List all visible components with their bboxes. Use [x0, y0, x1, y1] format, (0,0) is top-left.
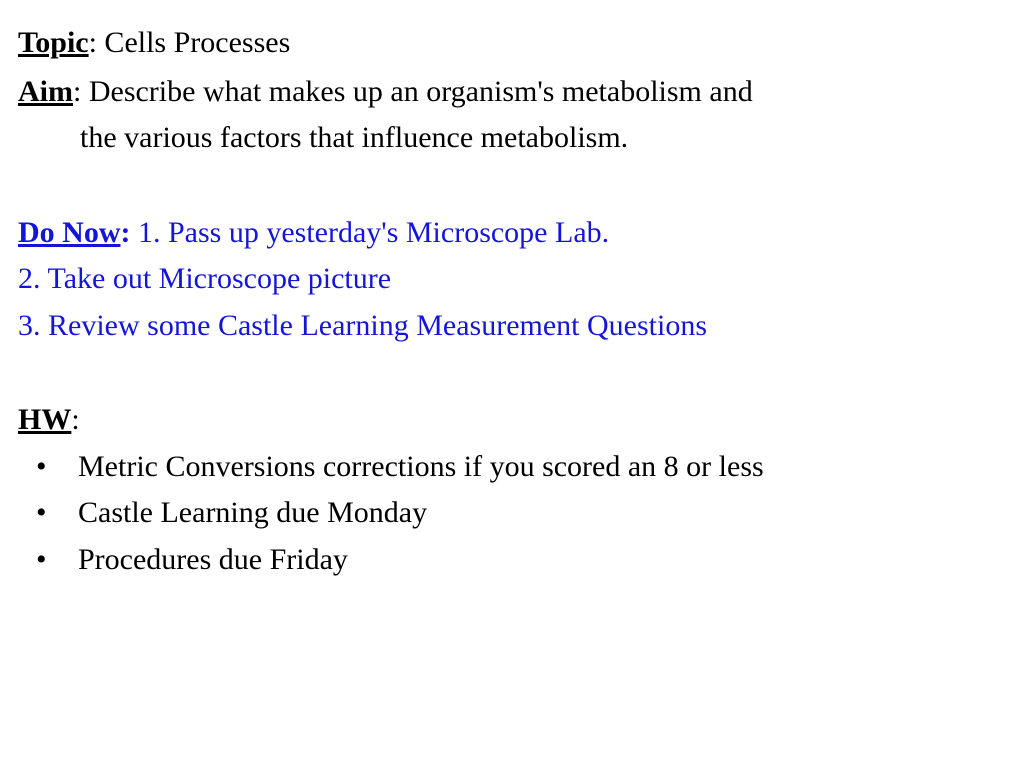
- hw-header: HW:: [18, 397, 1006, 444]
- hw-colon: :: [71, 403, 79, 436]
- donow-item-1: 1. Pass up yesterday's Microscope Lab.: [131, 216, 610, 249]
- topic-text: : Cells Processes: [89, 26, 291, 59]
- list-item: Metric Conversions corrections if you sc…: [30, 444, 1006, 491]
- donow-colon: :: [121, 216, 131, 249]
- topic-line: Topic: Cells Processes: [18, 20, 1006, 67]
- hw-block: HW: Metric Conversions corrections if yo…: [18, 397, 1006, 583]
- aim-label: Aim: [18, 75, 73, 108]
- donow-block: Do Now: 1. Pass up yesterday's Microscop…: [18, 210, 1006, 350]
- aim-line-1: Aim: Describe what makes up an organism'…: [18, 69, 1006, 116]
- aim-text-1: : Describe what makes up an organism's m…: [73, 75, 753, 108]
- donow-item-3: 3. Review some Castle Learning Measureme…: [18, 303, 1006, 350]
- list-item: Procedures due Friday: [30, 537, 1006, 584]
- donow-item-2: 2. Take out Microscope picture: [18, 256, 1006, 303]
- aim-block: Aim: Describe what makes up an organism'…: [18, 69, 1006, 162]
- hw-list: Metric Conversions corrections if you sc…: [18, 444, 1006, 584]
- topic-label: Topic: [18, 26, 89, 59]
- donow-line-1: Do Now: 1. Pass up yesterday's Microscop…: [18, 210, 1006, 257]
- list-item: Castle Learning due Monday: [30, 490, 1006, 537]
- aim-line-2: the various factors that influence metab…: [18, 115, 1006, 162]
- donow-label: Do Now: [18, 216, 121, 249]
- hw-label: HW: [18, 403, 71, 436]
